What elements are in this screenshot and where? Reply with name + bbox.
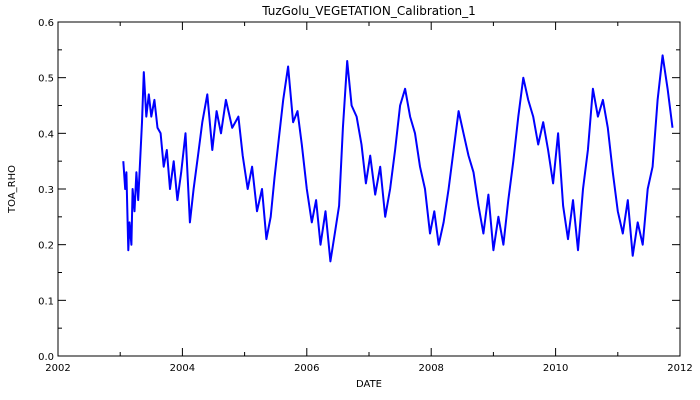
y-tick-label: 0.4 (38, 129, 54, 140)
y-tick-label: 0.2 (38, 241, 54, 252)
y-tick-label: 0.5 (38, 74, 54, 85)
y-axis-label: TOA_RHO (7, 165, 18, 214)
y-tick-label: 0.3 (38, 185, 54, 196)
x-tick-label: 2006 (294, 363, 319, 374)
y-tick-label: 0.6 (38, 18, 54, 29)
y-tick-label: 0.0 (38, 352, 54, 363)
x-tick-label: 2012 (667, 363, 692, 374)
x-axis: 2002 2004 2006 2008 2010 2012 (45, 22, 693, 374)
x-tick-label: 2004 (170, 363, 195, 374)
x-tick-label: 2008 (418, 363, 443, 374)
y-axis: 0.0 0.1 0.2 0.3 0.4 0.5 0.6 (38, 18, 680, 363)
x-tick-label: 2002 (45, 363, 70, 374)
x-axis-label: DATE (356, 379, 382, 390)
chart-title: TuzGolu_VEGETATION_Calibration_1 (261, 4, 476, 18)
data-series-line (122, 54, 674, 263)
x-tick-label: 2010 (543, 363, 568, 374)
plot-frame (57, 21, 681, 357)
y-tick-label: 0.1 (38, 296, 54, 307)
